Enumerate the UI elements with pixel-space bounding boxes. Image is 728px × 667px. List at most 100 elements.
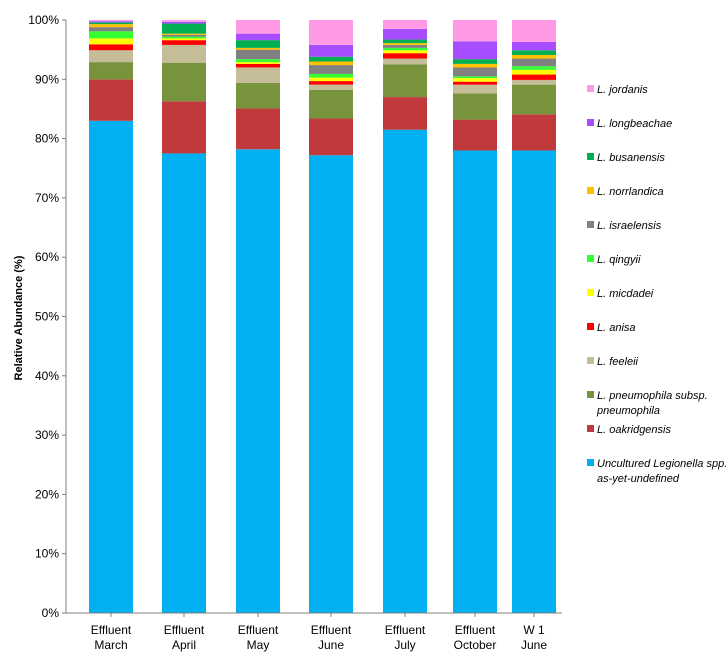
legend-swatch	[587, 119, 594, 126]
bar-segment	[453, 84, 497, 94]
bar-segment	[162, 23, 206, 34]
legend-swatch	[587, 425, 594, 432]
bar-segment	[512, 114, 556, 151]
bar-segment	[383, 20, 427, 29]
bar-segment	[89, 21, 133, 23]
bar-segment	[512, 50, 556, 55]
x-tick-label: June	[318, 638, 344, 652]
x-tick-label: October	[454, 638, 497, 652]
legend-swatch	[587, 153, 594, 160]
bar-segment	[512, 66, 556, 70]
bar-segment	[383, 129, 427, 613]
bar-segment	[512, 150, 556, 613]
bar-segment	[453, 150, 497, 613]
bar-segment	[453, 93, 497, 120]
legend-swatch	[587, 221, 594, 228]
x-tick-label: Effluent	[91, 623, 132, 637]
bar-segment	[162, 33, 206, 35]
bar-segment	[236, 33, 280, 41]
bar-segment	[383, 28, 427, 40]
bar-segment	[453, 20, 497, 42]
legend-label: L. busanensis	[597, 152, 665, 164]
bar-segment	[383, 97, 427, 130]
bar-segment	[162, 153, 206, 614]
bar-segment	[453, 41, 497, 60]
legend-label: L. longbeachae	[597, 118, 672, 130]
bar-segment	[162, 36, 206, 39]
bar-segment	[89, 22, 133, 25]
legend-swatch	[587, 391, 594, 398]
y-tick-label: 50%	[35, 310, 59, 324]
x-tick-label: Effluent	[385, 623, 426, 637]
y-axis-title: Relative Abundance (%)	[13, 255, 25, 380]
bar-segment	[236, 49, 280, 60]
plot-area: 0% 10% 20% 30% 40% 50% 60% 70% 80% 90% 100% Effluen…	[28, 13, 562, 652]
y-tick-label: 0%	[42, 606, 60, 620]
bar-segment	[512, 69, 556, 75]
bar-segment	[236, 40, 280, 48]
bar-segment	[236, 59, 280, 63]
bar-segment	[383, 53, 427, 59]
bar-segment	[309, 77, 353, 82]
x-tick-label: April	[172, 638, 196, 652]
bar-segment	[453, 119, 497, 151]
bar-segment	[236, 108, 280, 150]
y-tick-label: 30%	[35, 428, 59, 442]
bar-segment	[512, 84, 556, 115]
x-tick-label: Effluent	[238, 623, 279, 637]
y-tick-label: 60%	[35, 250, 59, 264]
y-tick-label: 20%	[35, 487, 59, 501]
bar-segment	[309, 56, 353, 62]
legend-label: L. norrlandica	[597, 186, 664, 198]
bar-segment	[453, 76, 497, 79]
bar-segment	[309, 155, 353, 614]
y-tick-label: 40%	[35, 369, 59, 383]
bar-segment	[383, 64, 427, 98]
bar-segment	[162, 20, 206, 22]
bar-segment	[383, 43, 427, 45]
bar-segment	[453, 59, 497, 64]
legend-label: as-yet-undefined	[597, 473, 680, 485]
bar-segment	[236, 149, 280, 614]
bar-segment	[453, 78, 497, 82]
legend-swatch	[587, 289, 594, 296]
legend-label: L. anisa	[597, 322, 636, 334]
legend-label: L. oakridgensis	[597, 424, 671, 436]
bar-segment	[309, 118, 353, 156]
legend-label: pneumophila	[596, 405, 660, 417]
bar-segment	[309, 61, 353, 66]
x-tick-label: May	[247, 638, 270, 652]
x-tick-label: Effluent	[455, 623, 496, 637]
bar-segment	[89, 79, 133, 121]
bar-segment	[309, 81, 353, 85]
bar-segment	[89, 31, 133, 39]
y-tick-label: 10%	[35, 547, 59, 561]
y-tick-label: 100%	[28, 13, 59, 27]
bar-segment	[453, 67, 497, 77]
x-tick-label: W 1	[523, 623, 545, 637]
legend-swatch	[587, 255, 594, 262]
x-tick-label: Effluent	[164, 623, 205, 637]
bar-segment	[383, 39, 427, 44]
bar-segment	[89, 50, 133, 63]
bar-segment	[512, 79, 556, 85]
bar-segment	[89, 24, 133, 28]
bar-segment	[453, 81, 497, 85]
x-tick-label: July	[394, 638, 415, 652]
legend-swatch	[587, 85, 594, 92]
legend-label: L. feeleii	[597, 356, 639, 368]
legend-label: L. israelensis	[597, 220, 662, 232]
bar-segment	[309, 73, 353, 78]
bar-segment	[89, 27, 133, 32]
bar-segment	[162, 34, 206, 37]
bar-segment	[89, 20, 133, 22]
legend-label: Uncultured Legionella spp.	[597, 458, 727, 470]
y-tick-label: 80%	[35, 132, 59, 146]
bar-segment	[162, 62, 206, 102]
bar-segment	[309, 44, 353, 57]
bar-segment	[236, 67, 280, 83]
bar-segment	[512, 41, 556, 51]
x-tick-label: Effluent	[311, 623, 352, 637]
